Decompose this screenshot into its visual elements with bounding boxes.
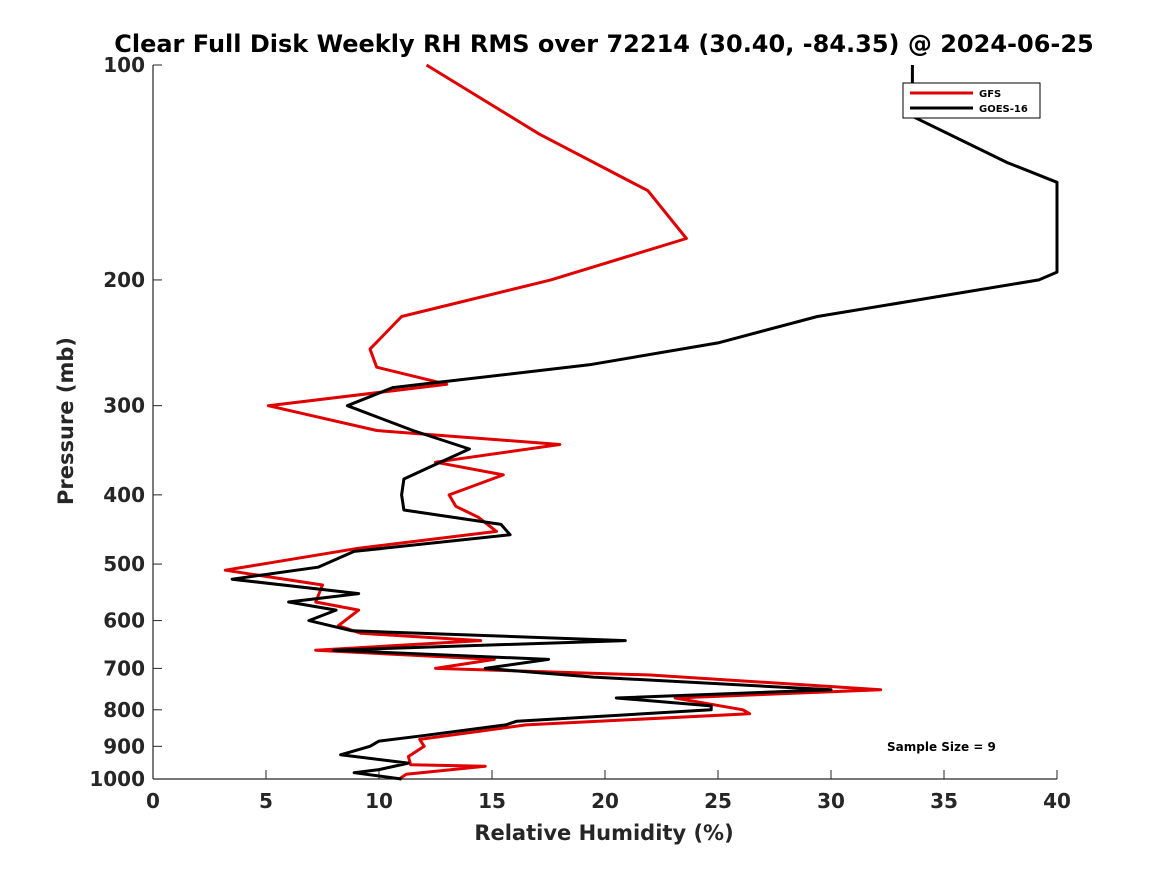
y-tick-label: 200	[103, 268, 145, 292]
y-tick-label: 700	[103, 656, 145, 680]
x-tick-label: 35	[930, 789, 958, 813]
y-tick-label: 900	[103, 734, 145, 758]
x-tick-label: 10	[365, 789, 393, 813]
y-axis-label: Pressure (mb)	[54, 337, 78, 505]
y-tick-label: 300	[103, 394, 145, 418]
chart-title: Clear Full Disk Weekly RH RMS over 72214…	[114, 30, 1094, 58]
series-line-gfs	[223, 63, 883, 781]
x-tick-label: 0	[146, 789, 160, 813]
x-tick-label: 5	[259, 789, 273, 813]
y-tick-label: 100	[103, 53, 145, 77]
y-tick-label: 400	[103, 483, 145, 507]
x-axis-label: Relative Humidity (%)	[474, 821, 733, 845]
legend-label: GOES-16	[979, 104, 1028, 115]
x-tick-label: 25	[704, 789, 732, 813]
legend-label: GFS	[979, 89, 1001, 100]
x-tick-label: 40	[1043, 789, 1071, 813]
legend-box	[902, 82, 1041, 119]
x-tick-label: 20	[591, 789, 619, 813]
series-line-goes-16	[230, 65, 1059, 781]
x-tick-label: 15	[478, 789, 506, 813]
x-tick-label: 30	[817, 789, 845, 813]
y-tick-label: 500	[103, 552, 145, 576]
sample-size-annotation: Sample Size = 9	[887, 740, 996, 754]
y-tick-label: 800	[103, 698, 145, 722]
y-tick-label: 1000	[89, 767, 145, 791]
plot-area: 0 5 10 15 20 25 30 35 40 100 200 300 400 500 600 700 800…	[89, 53, 1071, 813]
y-tick-label: 600	[103, 609, 145, 633]
